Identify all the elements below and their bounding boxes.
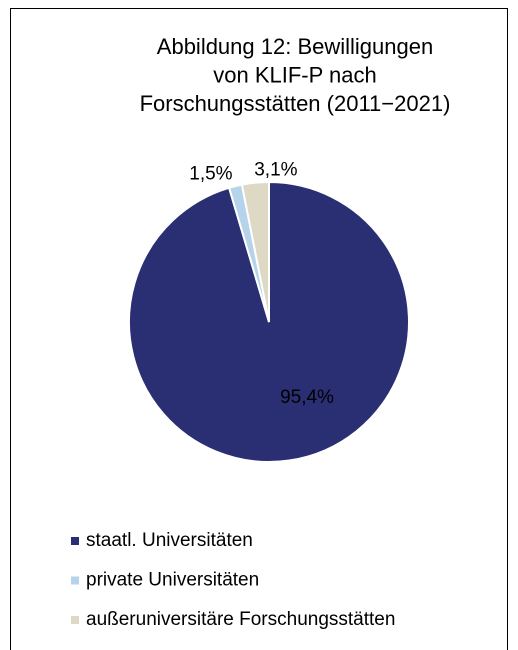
legend-label: staatl. Universitäten	[86, 530, 253, 551]
data-label: 95,4%	[280, 387, 334, 408]
legend-label: außeruniversitäre Forschungsstätten	[86, 609, 395, 630]
data-label: 3,1%	[254, 160, 297, 181]
data-label: 1,5%	[189, 163, 232, 184]
legend-label: private Universitäten	[86, 570, 259, 591]
chart-title: von KLIF-P nach	[213, 62, 376, 87]
chart-title: Abbildung 12: Bewilligungen	[157, 34, 433, 59]
chart-title: Forschungsstätten (2011−2021)	[140, 91, 451, 116]
legend-swatch	[71, 537, 79, 545]
legend-swatch	[71, 576, 79, 585]
legend-swatch	[71, 616, 79, 624]
pie-slice	[240, 180, 270, 323]
